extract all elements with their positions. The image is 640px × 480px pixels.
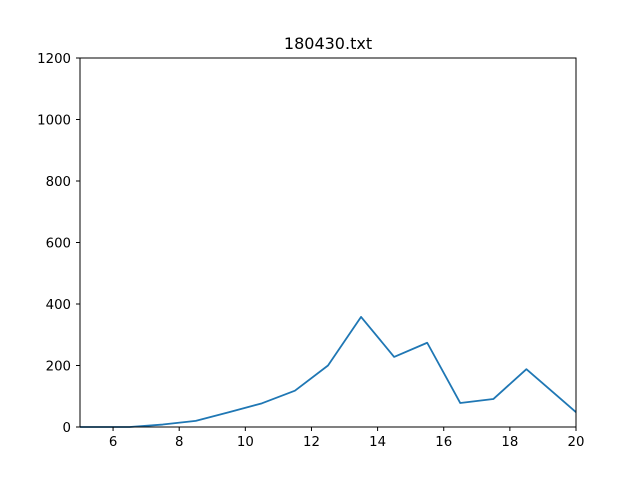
x-tick-label: 20	[568, 435, 585, 450]
x-axis-ticks: 6 8 10 12 14 16 18 20	[109, 427, 585, 450]
x-tick-label: 8	[175, 435, 183, 450]
x-tick-label: 10	[237, 435, 254, 450]
chart-title: 180430.txt	[284, 34, 372, 53]
x-tick-label: 14	[369, 435, 386, 450]
x-tick-label: 16	[435, 435, 452, 450]
y-tick-label: 0	[63, 421, 71, 436]
plot-area	[80, 316, 577, 428]
y-tick-label: 1200	[37, 52, 71, 67]
plot-frame	[79, 57, 577, 428]
x-tick-label: 12	[303, 435, 320, 450]
y-axis-ticks: 0 200 400 600 800 1000 1200	[37, 52, 80, 436]
y-tick-label: 1000	[37, 114, 71, 129]
y-tick-label: 600	[46, 237, 71, 252]
x-tick-label: 18	[501, 435, 518, 450]
y-tick-label: 200	[46, 360, 71, 375]
series-line-0	[80, 316, 577, 428]
x-tick-label: 6	[109, 435, 117, 450]
y-tick-label: 800	[46, 175, 71, 190]
y-tick-label: 400	[46, 298, 71, 313]
